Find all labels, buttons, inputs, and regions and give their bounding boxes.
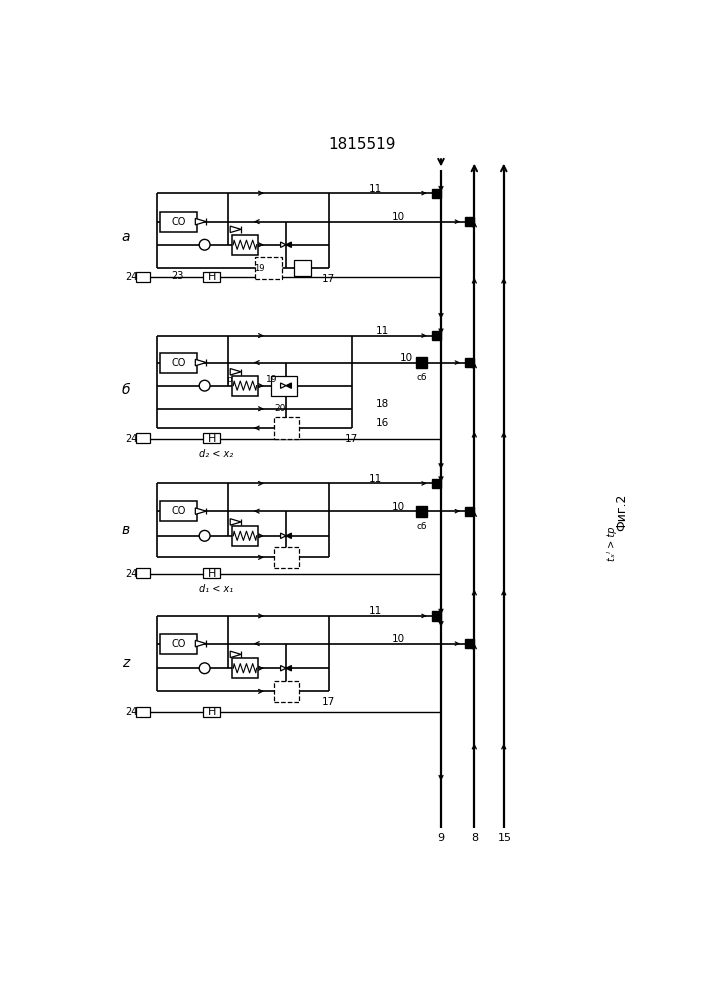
Bar (232, 376, 258, 396)
Text: d₁ < x₁: d₁ < x₁ (199, 584, 233, 594)
Bar (274, 681, 299, 702)
Text: 24: 24 (126, 707, 138, 717)
Text: H: H (208, 569, 216, 579)
Bar (232, 526, 258, 546)
Polygon shape (286, 383, 291, 388)
Circle shape (199, 239, 210, 250)
Polygon shape (230, 369, 241, 375)
Bar (160, 634, 197, 654)
Bar (465, 358, 474, 367)
Bar (136, 707, 151, 717)
Text: 11: 11 (368, 606, 382, 616)
Bar (160, 353, 197, 373)
Text: 10: 10 (392, 212, 405, 222)
Text: 24: 24 (126, 569, 138, 579)
Bar (160, 501, 197, 521)
Bar (432, 331, 441, 340)
Bar (232, 235, 258, 255)
Text: H: H (208, 272, 216, 282)
Circle shape (199, 380, 210, 391)
Text: 15: 15 (498, 833, 512, 843)
Bar (465, 507, 474, 516)
Text: б: б (122, 382, 130, 396)
Polygon shape (286, 533, 291, 538)
Bar (432, 611, 441, 620)
Text: сб: сб (416, 373, 427, 382)
Text: 11: 11 (376, 326, 390, 336)
Bar (416, 357, 427, 368)
Text: 24: 24 (126, 272, 138, 282)
Text: z: z (122, 656, 129, 670)
Bar (136, 433, 151, 443)
Text: 8: 8 (471, 833, 478, 843)
Text: СО: СО (171, 217, 185, 227)
Text: 17: 17 (322, 697, 335, 707)
Polygon shape (230, 651, 241, 658)
Text: 10: 10 (392, 502, 405, 512)
Polygon shape (286, 666, 291, 671)
Text: 10: 10 (399, 353, 413, 363)
Bar (203, 433, 220, 443)
Polygon shape (195, 640, 206, 647)
Polygon shape (195, 508, 206, 514)
Bar (274, 417, 299, 439)
Bar (136, 272, 151, 282)
Text: 16: 16 (376, 418, 390, 428)
Polygon shape (230, 226, 241, 233)
Bar (465, 639, 474, 648)
Polygon shape (195, 359, 206, 366)
Text: d₂ < x₂: d₂ < x₂ (199, 449, 233, 459)
Text: 10: 10 (392, 634, 405, 644)
Bar (203, 707, 220, 717)
Text: 17: 17 (345, 434, 358, 444)
Text: 24: 24 (126, 434, 138, 444)
Bar (274, 547, 299, 568)
Text: 19: 19 (254, 264, 264, 273)
Bar (136, 568, 151, 578)
Text: H: H (208, 434, 216, 444)
Text: СО: СО (171, 506, 185, 516)
Bar (293, 260, 311, 276)
Text: а: а (122, 230, 130, 244)
Text: 17: 17 (322, 274, 335, 284)
Bar (432, 479, 441, 488)
Bar (271, 376, 297, 396)
Polygon shape (230, 519, 241, 525)
Text: 18: 18 (376, 399, 390, 409)
Bar (232, 658, 258, 678)
Text: 9: 9 (438, 833, 445, 843)
Bar (465, 217, 474, 226)
Circle shape (199, 530, 210, 541)
Polygon shape (281, 533, 286, 538)
Text: рр: рр (226, 375, 238, 384)
Text: СО: СО (171, 358, 185, 368)
Text: H: H (208, 707, 216, 717)
Polygon shape (281, 242, 286, 247)
Bar (255, 257, 282, 279)
Bar (160, 212, 197, 232)
Text: 1815519: 1815519 (328, 137, 396, 152)
Bar (203, 272, 220, 282)
Bar (203, 568, 220, 578)
Circle shape (199, 663, 210, 674)
Text: tₓᴵ > tр: tₓᴵ > tр (607, 526, 617, 561)
Text: сб: сб (416, 522, 427, 531)
Polygon shape (286, 242, 291, 247)
Text: 11: 11 (368, 474, 382, 484)
Text: в: в (122, 523, 129, 537)
Text: 23: 23 (171, 271, 184, 281)
Text: Фиг.2: Фиг.2 (615, 494, 628, 531)
Text: 19: 19 (267, 375, 278, 384)
Bar (432, 189, 441, 198)
Bar (416, 506, 427, 517)
Text: СО: СО (171, 639, 185, 649)
Polygon shape (281, 383, 286, 388)
Polygon shape (195, 218, 206, 225)
Text: 11: 11 (368, 184, 382, 194)
Polygon shape (281, 666, 286, 671)
Text: 20: 20 (274, 404, 286, 413)
